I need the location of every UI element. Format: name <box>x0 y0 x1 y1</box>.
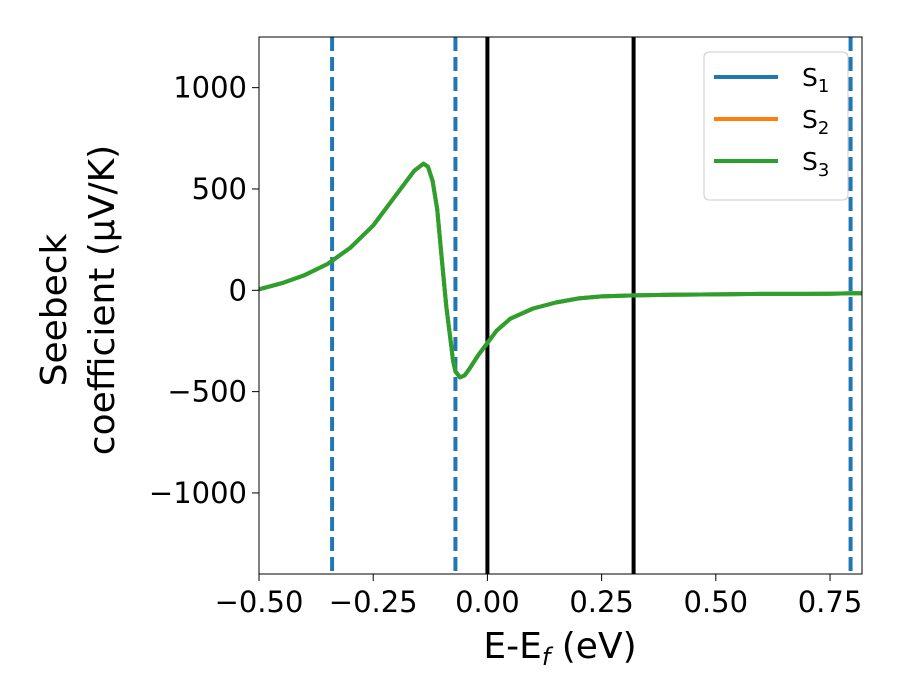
reference-lines <box>330 37 853 574</box>
x-tick-label: 0.75 <box>798 585 863 619</box>
y-tick-label: 0 <box>229 273 247 307</box>
x-axis-label: E-Ef (eV) <box>483 626 636 671</box>
series-lines <box>259 161 862 380</box>
series-line-3 <box>259 161 862 380</box>
plot-frame <box>258 36 863 575</box>
y-axis-label-line1: Seebeck <box>34 233 75 386</box>
x-tick-label: 0.25 <box>569 585 634 619</box>
y-tick-label: 500 <box>192 172 247 206</box>
y-tick-label: −500 <box>167 375 247 409</box>
x-axis-ticks: −0.50 −0.25 0.00 0.25 0.50 0.75 <box>215 574 863 619</box>
y-tick-label: 1000 <box>173 71 247 105</box>
y-axis-ticks: 1000 500 0 −500 −1000 <box>149 71 259 510</box>
legend-label-2: S2 <box>802 105 829 139</box>
x-tick-label: 0.00 <box>455 585 520 619</box>
x-axis-label-unit: (eV) <box>550 626 636 667</box>
legend-label-1: S1 <box>802 63 829 97</box>
x-tick-label: −0.25 <box>329 585 418 619</box>
legend-label-3: S3 <box>802 147 829 181</box>
y-tick-label: −1000 <box>149 476 247 510</box>
x-tick-label: −0.50 <box>215 585 304 619</box>
y-axis-label-line2: coefficient (μV/K) <box>82 145 123 455</box>
legend: S1 S2 S3 <box>703 51 849 201</box>
x-tick-label: 0.50 <box>684 585 749 619</box>
